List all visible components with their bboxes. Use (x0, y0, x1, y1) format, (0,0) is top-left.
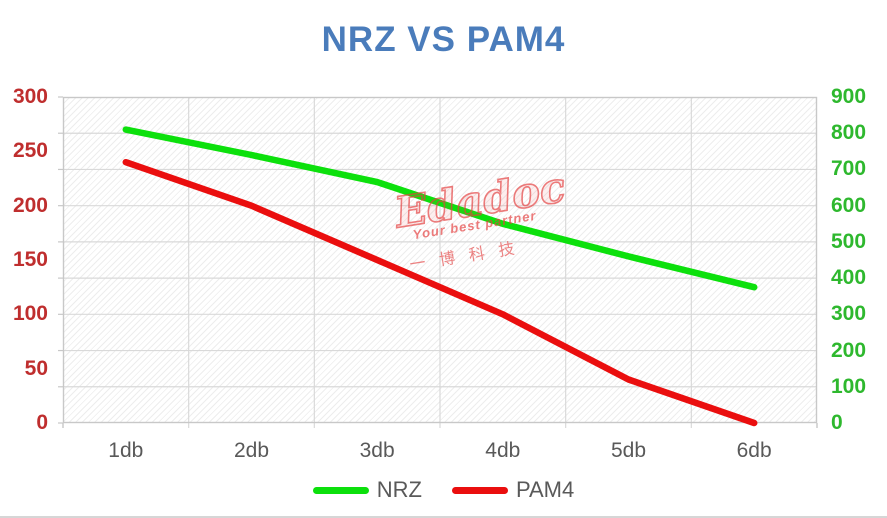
plot-border (62, 96, 818, 424)
x-tick-label: 3db (359, 439, 395, 462)
ytick-left-label: 50 (24, 356, 48, 380)
ytick-right-label: 300 (831, 302, 867, 326)
x-tick-label: 6db (736, 439, 772, 462)
ytick-left-label: 300 (12, 85, 48, 108)
series-line-nrz (122, 126, 758, 291)
legend-swatch-pam4 (451, 486, 508, 494)
ytick-left-label: 200 (12, 193, 48, 217)
ytick-left-label: 150 (12, 248, 48, 271)
legend-label: PAM4 (515, 477, 575, 502)
ytick-right-label: 0 (831, 411, 843, 434)
ytick-left-label: 100 (12, 302, 48, 326)
plot-area (58, 96, 818, 428)
legend-item-nrz: NRZ (312, 477, 422, 503)
ytick-right-label: 900 (831, 85, 867, 108)
plot-canvas (58, 96, 818, 428)
legend-item-pam4: PAM4 (451, 477, 575, 503)
ytick-right-label: 100 (831, 374, 867, 398)
x-tick-label: 1db (108, 439, 144, 462)
bottom-divider (0, 516, 887, 518)
ytick-right-label: 400 (831, 266, 867, 290)
ytick-right-label: 700 (831, 157, 867, 181)
legend-swatch-nrz (312, 486, 369, 494)
series-line-pam4 (122, 158, 758, 427)
ytick-right-label: 600 (831, 193, 867, 217)
x-tick-label: 4db (485, 439, 521, 462)
legend-label: NRZ (376, 477, 422, 502)
chart-title: NRZ VS PAM4 (321, 20, 566, 59)
x-tick-label: 2db (233, 439, 270, 462)
ytick-right-label: 200 (831, 338, 867, 362)
x-tick-label: 5db (610, 439, 647, 462)
ytick-left-label: 250 (12, 139, 48, 163)
legend: NRZ PAM4 (0, 477, 887, 503)
ytick-right-label: 800 (831, 121, 867, 145)
ytick-left-label: 0 (36, 411, 48, 434)
ytick-right-label: 500 (831, 229, 867, 253)
